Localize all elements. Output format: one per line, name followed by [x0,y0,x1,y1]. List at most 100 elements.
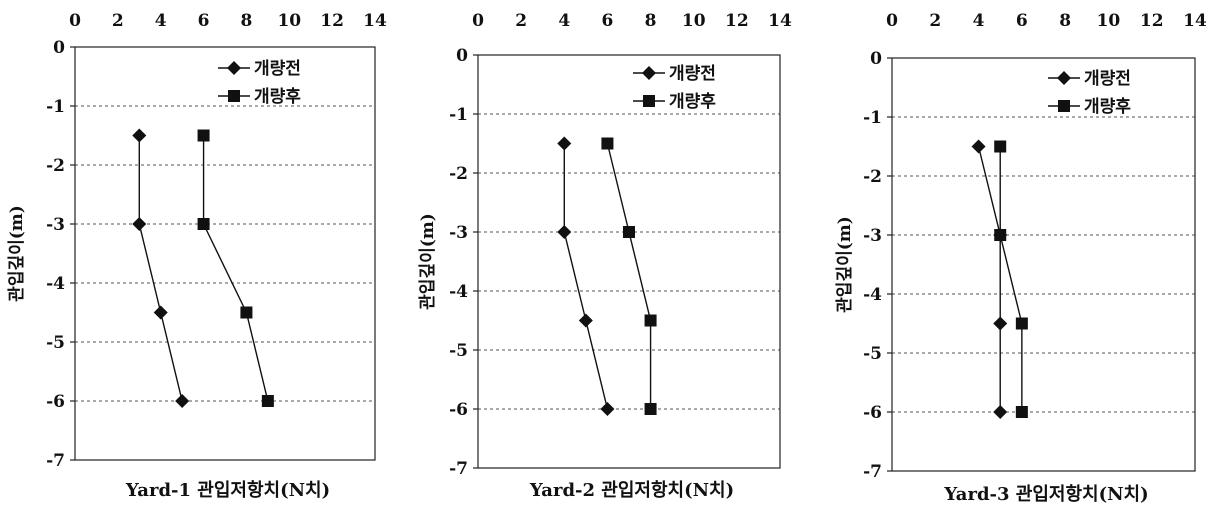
data-point-개량후 [644,314,657,327]
y-tick-label: -5 [449,341,468,361]
x-tick-label: 0 [472,11,484,31]
x-tick-label: 12 [1140,11,1164,31]
y-tick-label: -4 [449,282,468,302]
x-axis-label: Yard-1 관입저항치(N치) [125,479,330,501]
legend-marker [642,66,656,80]
data-point-개량후 [197,218,210,230]
series-line-개량후 [999,146,1023,412]
x-tick-label: 10 [682,11,706,31]
y-tick-label: -6 [863,403,882,423]
chart-yard-2: 0 -1 -2 -3 -4 -5 -6 -7 0 2 4 6 8 10 12 14 관입깊이(m) Yard-2 … [418,11,792,501]
x-tick-label: 2 [929,11,941,31]
y-axis-label: 관입깊이(m) [835,216,855,313]
legend-label: 개량전 [669,64,716,84]
x-tick-label: 8 [241,11,253,31]
x-tick-label: 6 [1016,11,1028,31]
x-tick-label: 0 [886,11,898,31]
series-line-개량전 [977,146,1001,412]
y-tick-label: -3 [449,223,468,243]
x-tick-label: 14 [768,11,792,31]
y-tick-label: -2 [863,167,882,187]
y-tick-label: -3 [46,215,65,235]
y-tick-label: -6 [449,400,468,420]
legend-label: 개량후 [669,91,716,112]
x-tick-label: 0 [69,11,81,31]
data-point-개량전 [557,136,572,151]
x-tick-label: 12 [320,11,344,31]
plot-frame [74,46,376,461]
x-tick-label: 10 [277,11,301,31]
data-point-개량후 [601,137,614,150]
data-point-개량후 [644,403,657,415]
y-tick-label: -5 [46,333,65,353]
data-point-개량후 [994,140,1007,153]
x-tick-label: 14 [363,11,387,31]
data-point-개량후 [994,229,1007,241]
legend-label: 개량후 [1084,96,1131,117]
x-tick-label: 6 [198,11,210,31]
chart-yard-1: 0 -1 -2 -3 -4 -5 -6 -7 0 2 4 6 8 10 12 14 관입깊이(m) Yard-1 … [7,11,387,501]
series-line-개량후 [606,143,652,409]
y-tick-label: -1 [46,97,65,117]
legend-marker [643,95,655,107]
series-line-개량후 [202,135,269,402]
y-tick-label: -2 [449,164,468,184]
y-tick-label: -4 [863,285,882,305]
data-point-개량후 [623,226,635,238]
y-tick-label: -5 [863,344,882,364]
y-tick-label: -3 [863,226,882,246]
legend-marker [1057,71,1071,85]
data-point-개량전 [132,128,147,143]
legend-label: 개량전 [1084,69,1131,89]
x-tick-label: 10 [1097,11,1121,31]
data-point-개량전 [993,316,1008,331]
x-tick-label: 6 [602,11,614,31]
y-axis-label: 관입깊이(m) [418,213,438,310]
y-tick-label: -1 [863,108,882,128]
x-tick-label: 12 [725,11,749,31]
data-point-개량전 [600,402,615,416]
y-tick-label: -6 [46,392,65,412]
y-axis-label: 관입깊이(m) [7,205,27,302]
data-point-개량후 [240,306,253,319]
legend-marker [227,61,241,75]
data-point-개량후 [197,129,210,142]
x-tick-label: 8 [1059,11,1071,31]
y-tick-label: -7 [449,459,468,479]
data-point-개량전 [132,217,147,231]
x-tick-label: 14 [1183,11,1207,31]
y-tick-label: -2 [46,156,65,176]
series-line-개량전 [563,143,609,410]
y-tick-label: -7 [46,451,65,471]
x-tick-label: 4 [155,11,167,31]
data-point-개량전 [993,405,1008,419]
data-point-개량후 [261,395,274,407]
y-tick-label: 0 [53,38,65,58]
data-point-개량전 [153,305,168,320]
y-tick-label: 0 [456,46,468,66]
legend-label: 개량전 [254,59,301,79]
x-tick-label: 2 [515,11,527,31]
series-line-개량전 [138,135,183,402]
data-point-개량후 [1015,406,1028,418]
data-point-개량후 [1015,317,1028,330]
x-tick-label: 4 [973,11,985,31]
legend-label: 개량후 [254,86,301,107]
x-axis-label: Yard-2 관입저항치(N치) [529,479,734,501]
data-point-개량전 [578,313,593,328]
chart-yard-3: 0 -1 -2 -3 -4 -5 -6 -7 0 2 4 6 8 10 12 14 관입깊이(m) Yard-3 … [835,11,1207,505]
x-tick-label: 8 [645,11,657,31]
legend-marker [228,90,240,102]
data-point-개량전 [175,394,190,408]
plot-frame [477,54,781,469]
x-tick-label: 2 [112,11,124,31]
y-tick-label: -4 [46,274,65,294]
data-point-개량전 [971,139,986,154]
y-tick-label: -7 [863,462,882,482]
x-tick-label: 4 [558,11,570,31]
plot-frame [891,57,1196,472]
y-tick-label: -1 [449,105,468,125]
y-tick-label: 0 [870,49,882,69]
x-axis-label: Yard-3 관입저항치(N치) [943,483,1148,505]
